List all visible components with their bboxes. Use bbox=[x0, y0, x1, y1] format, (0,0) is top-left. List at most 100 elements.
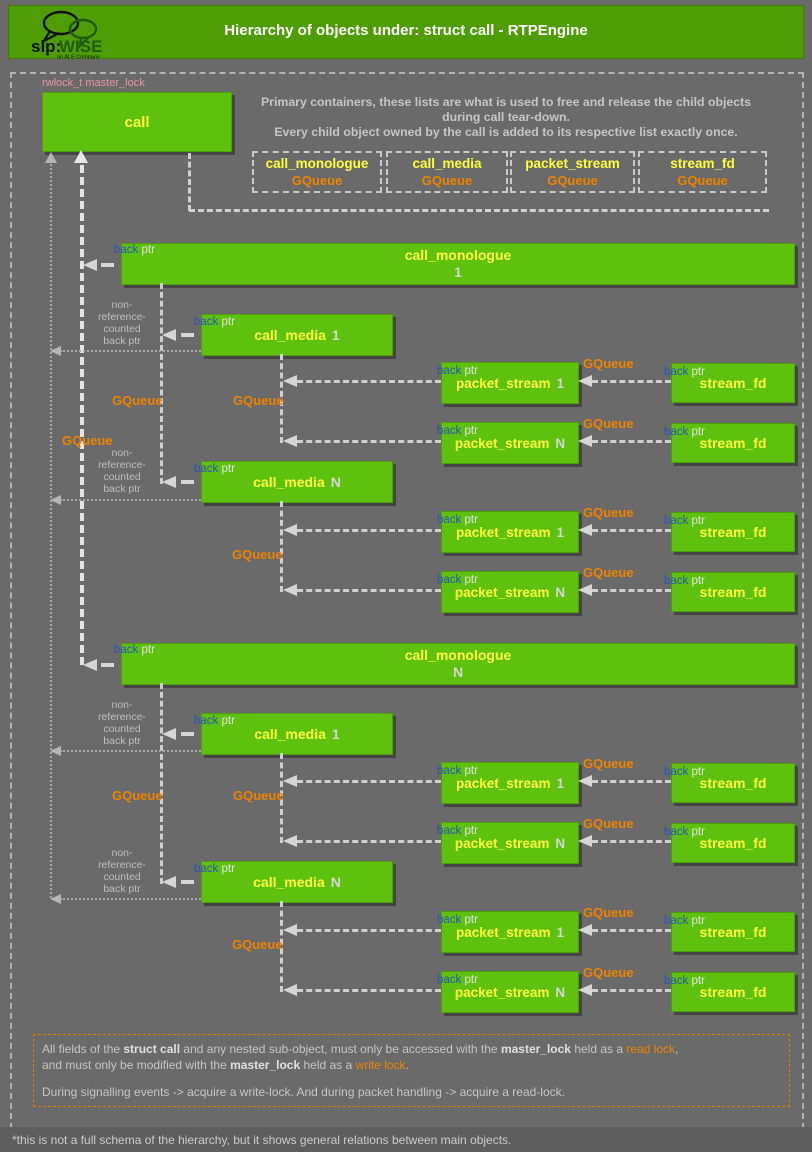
fd-backptr-line bbox=[592, 929, 671, 932]
node-suffix: N bbox=[330, 474, 341, 490]
node-suffix: 1 bbox=[331, 726, 340, 742]
call-box-label: call bbox=[124, 113, 150, 131]
node-label: call_media bbox=[254, 327, 326, 343]
master-lock-label: rwlock_t master_lock bbox=[42, 77, 145, 89]
stream-backptr-arrow-icon bbox=[283, 835, 297, 847]
fd-backptr-arrow-icon bbox=[578, 375, 592, 387]
container-name: packet_stream bbox=[525, 156, 620, 171]
backptr-label: back ptr bbox=[664, 915, 705, 927]
backptr-dash bbox=[181, 333, 194, 337]
non-ref-note: non-reference- counted back ptr bbox=[98, 299, 146, 347]
stream-fd-box: stream_fd bbox=[671, 363, 795, 403]
stream-backptr-arrow-icon bbox=[283, 924, 297, 936]
node-label: call_monologue bbox=[404, 647, 512, 663]
non-ref-backptr-arrow-line bbox=[60, 750, 201, 752]
non-ref-backptr-arrow-icon bbox=[50, 495, 61, 505]
stream-fd-box: stream_fd bbox=[671, 972, 795, 1012]
stream-backptr-line bbox=[297, 440, 441, 443]
backptr-arrow-icon bbox=[83, 259, 97, 271]
gqueue-label: GQueue bbox=[583, 905, 634, 920]
backptr-label: back ptr bbox=[437, 425, 478, 437]
call-media-box: call_media 1 bbox=[201, 314, 393, 356]
stream-fd-box: stream_fd bbox=[671, 823, 795, 863]
container-packet-stream-gqueue: packet_stream GQueue bbox=[510, 151, 635, 193]
media-streams-line bbox=[280, 501, 283, 592]
container-name: call_media bbox=[412, 156, 482, 171]
node-label: stream_fd bbox=[699, 375, 767, 391]
node-label: stream_fd bbox=[699, 435, 767, 451]
intro-line-2: during call tear-down. bbox=[442, 110, 570, 124]
footnote: *this is not a full schema of the hierar… bbox=[12, 1133, 512, 1147]
stream-backptr-line bbox=[297, 380, 441, 383]
stream-backptr-line bbox=[297, 780, 441, 783]
container-name: stream_fd bbox=[670, 156, 735, 171]
call-to-containers-line-vertical bbox=[188, 153, 191, 211]
logo-subtitle-text: an ALE Company bbox=[57, 55, 100, 60]
backptr-label: back ptr bbox=[437, 974, 478, 986]
container-type: GQueue bbox=[547, 173, 598, 188]
fd-backptr-line bbox=[592, 840, 671, 843]
stream-backptr-arrow-icon bbox=[283, 775, 297, 787]
stream-fd-box: stream_fd bbox=[671, 763, 795, 803]
packet-stream-box: packet_stream 1 bbox=[441, 911, 579, 953]
intro-line-1: Primary containers, these lists are what… bbox=[260, 95, 751, 109]
node-label: packet_stream bbox=[454, 984, 550, 1000]
node-label: stream_fd bbox=[699, 524, 767, 540]
stream-fd-box: stream_fd bbox=[671, 572, 795, 612]
call-media-box: call_media 1 bbox=[201, 713, 393, 755]
non-ref-backptr-arrow-line bbox=[60, 499, 201, 501]
node-label: stream_fd bbox=[699, 775, 767, 791]
backptr-arrow-icon bbox=[83, 659, 97, 671]
node-label: call_media bbox=[253, 474, 325, 490]
fd-backptr-arrow-icon bbox=[578, 435, 592, 447]
non-ref-backptr-arrow-icon bbox=[50, 894, 61, 904]
backptr-label: back ptr bbox=[437, 514, 478, 526]
backptr-dash bbox=[181, 480, 194, 484]
node-suffix: 1 bbox=[556, 924, 565, 940]
packet-stream-box: packet_stream 1 bbox=[441, 762, 579, 804]
stream-fd-box: stream_fd bbox=[671, 912, 795, 952]
node-label: packet_stream bbox=[454, 835, 550, 851]
packet-stream-box: packet_stream N bbox=[441, 571, 579, 613]
stream-fd-box: stream_fd bbox=[671, 512, 795, 552]
non-ref-backptr-arrow-line bbox=[60, 898, 201, 900]
locking-note-box: All fields of the struct call and any ne… bbox=[33, 1034, 790, 1107]
sipwise-logo: sip: WISE an ALE Company bbox=[23, 9, 123, 64]
stream-backptr-line bbox=[297, 929, 441, 932]
container-type: GQueue bbox=[291, 173, 343, 188]
bottom-strip bbox=[0, 1127, 812, 1152]
fd-backptr-line bbox=[592, 380, 671, 383]
gqueue-label: GQueue bbox=[112, 393, 163, 408]
monologue-media-line bbox=[160, 683, 163, 884]
stream-backptr-line bbox=[297, 529, 441, 532]
speech-bubbles-icon: sip: WISE an ALE Company bbox=[31, 10, 102, 61]
backptr-label: back ptr bbox=[664, 975, 705, 987]
stream-backptr-line bbox=[297, 989, 441, 992]
non-ref-note: non-reference- counted back ptr bbox=[98, 847, 146, 895]
call-media-box: call_media N bbox=[201, 861, 393, 903]
gqueue-label: GQueue bbox=[583, 816, 634, 831]
backptr-dash bbox=[101, 263, 114, 267]
backptr-arrow-icon bbox=[162, 476, 176, 488]
backptr-label: back ptr bbox=[114, 644, 155, 656]
gqueue-label: GQueue bbox=[583, 965, 634, 980]
logo-sip-text: sip: bbox=[31, 37, 61, 56]
header-bar: sip: WISE an ALE Company Hierarchy of ob… bbox=[8, 5, 804, 61]
node-label: stream_fd bbox=[699, 924, 767, 940]
gqueue-label: GQueue bbox=[232, 937, 283, 952]
node-suffix: N bbox=[555, 984, 566, 1000]
backptr-label: back ptr bbox=[194, 715, 235, 727]
node-label: packet_stream bbox=[455, 775, 551, 791]
node-label: packet_stream bbox=[454, 584, 550, 600]
gqueue-label: GQueue bbox=[232, 547, 283, 562]
media-streams-line bbox=[280, 354, 283, 443]
media-streams-line bbox=[280, 753, 283, 843]
backptr-label: back ptr bbox=[194, 463, 235, 475]
logo-wise-text: WISE bbox=[59, 37, 102, 56]
locking-note-line-1: All fields of the struct call and any ne… bbox=[42, 1042, 679, 1056]
packet-stream-box: packet_stream 1 bbox=[441, 511, 579, 553]
backptr-arrow-icon bbox=[162, 329, 176, 341]
fd-backptr-line bbox=[592, 440, 671, 443]
node-suffix: N bbox=[452, 664, 464, 680]
